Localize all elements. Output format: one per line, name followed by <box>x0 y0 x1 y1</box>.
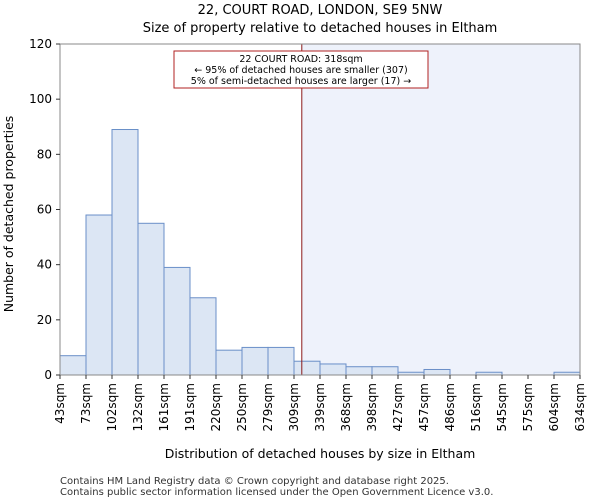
x-tick-label: 368sqm <box>339 383 353 431</box>
footer-line-1: Contains HM Land Registry data © Crown c… <box>60 476 449 487</box>
annotation-border <box>173 50 429 89</box>
annotation-line-2: ← 95% of detached houses are smaller (30… <box>194 65 407 76</box>
bar <box>319 363 347 376</box>
y-tick-label: 40 <box>37 258 52 272</box>
bar <box>293 360 321 376</box>
bar <box>189 297 217 376</box>
x-tick-label: 575sqm <box>521 383 535 431</box>
x-tick-label: 43sqm <box>53 383 67 424</box>
y-axis-label: Number of detached properties <box>1 116 16 313</box>
y-tick-label: 20 <box>37 313 52 327</box>
bar <box>241 346 269 376</box>
x-tick-label: 191sqm <box>183 383 197 431</box>
axes-group: 0 20 40 60 80 100 120 43sqm 73sqm 102sqm 132sqm 161… <box>29 37 587 431</box>
x-axis-label: Distribution of detached houses by size … <box>165 446 476 461</box>
bar <box>137 222 165 376</box>
x-tick-label: 545sqm <box>495 383 509 431</box>
bar <box>59 355 87 376</box>
annotation-line-1: 22 COURT ROAD: 318sqm <box>239 54 362 65</box>
y-tick-label: 80 <box>37 147 52 161</box>
y-tick-label: 60 <box>37 203 52 217</box>
x-tick-label: 220sqm <box>209 383 223 431</box>
x-tick-label: 516sqm <box>469 383 483 431</box>
chart-title: 22, COURT ROAD, LONDON, SE9 5NW <box>198 3 443 18</box>
annotation-line-3: 5% of semi-detached houses are larger (1… <box>191 76 411 87</box>
footer-line-2: Contains public sector information licen… <box>60 487 493 498</box>
chart-subtitle: Size of property relative to detached ho… <box>143 21 498 36</box>
x-tick-label: 309sqm <box>287 383 301 431</box>
bar <box>215 349 243 376</box>
plot-background <box>301 44 580 375</box>
annotation-box: 22 COURT ROAD: 318sqm ← 95% of detached … <box>173 50 429 89</box>
y-tick-label: 0 <box>44 368 52 382</box>
x-tick-label: 486sqm <box>443 383 457 431</box>
bar <box>163 266 191 376</box>
y-tick-label: 120 <box>29 37 52 51</box>
x-tick-label: 102sqm <box>105 383 119 431</box>
bar <box>111 129 139 376</box>
x-tick-label: 73sqm <box>79 383 93 424</box>
x-tick-label: 279sqm <box>261 383 275 431</box>
x-tick-label: 161sqm <box>157 383 171 431</box>
x-tick-label: 132sqm <box>131 383 145 431</box>
x-tick-label: 427sqm <box>391 383 405 431</box>
y-tick-label: 100 <box>29 92 52 106</box>
x-tick-label: 604sqm <box>547 383 561 431</box>
x-tick-label: 250sqm <box>235 383 249 431</box>
x-tick-label: 398sqm <box>365 383 379 431</box>
bars-group <box>59 129 581 376</box>
x-tick-label: 634sqm <box>573 383 587 431</box>
x-tick-label: 457sqm <box>417 383 431 431</box>
bar <box>85 214 113 376</box>
bar <box>267 346 295 376</box>
x-tick-label: 339sqm <box>313 383 327 431</box>
bar <box>371 366 399 376</box>
bar <box>423 368 451 376</box>
highlight-region <box>301 44 580 375</box>
bar <box>345 366 373 376</box>
